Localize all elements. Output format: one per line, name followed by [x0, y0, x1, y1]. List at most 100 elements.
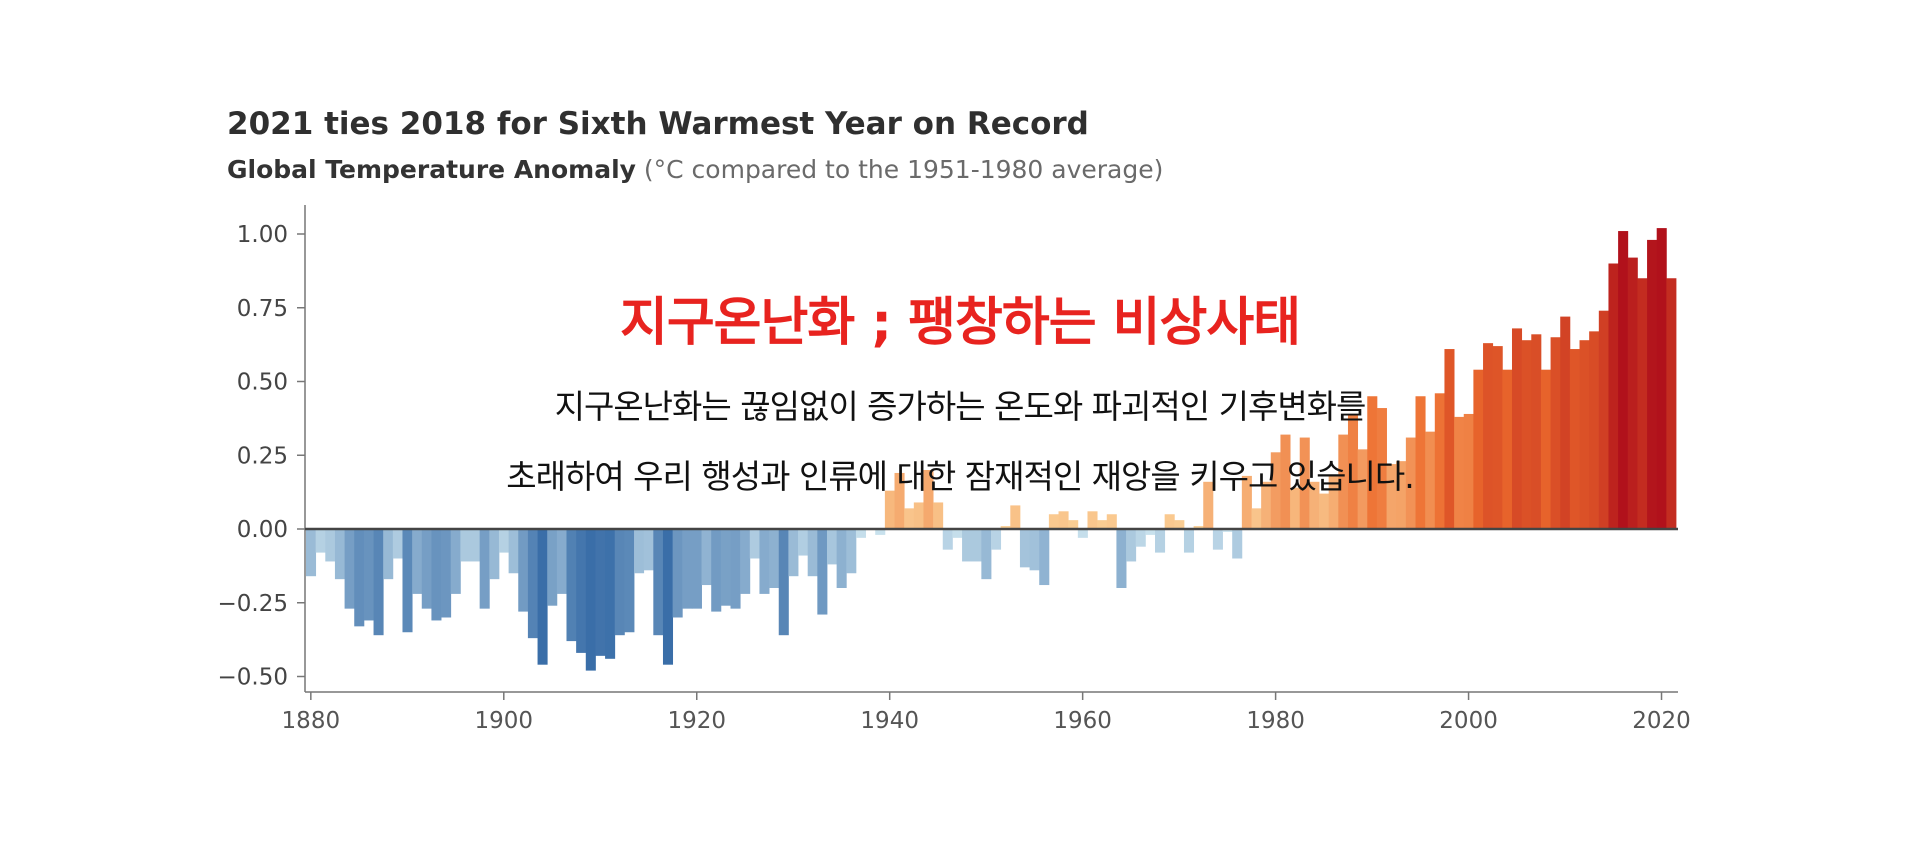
bar-1904 — [537, 529, 548, 665]
bar-1903 — [527, 529, 538, 639]
bar-1881 — [315, 529, 326, 553]
bar-1973 — [1203, 481, 1214, 529]
bar-1959 — [1068, 520, 1079, 529]
bar-1989 — [1357, 449, 1368, 529]
bar-1901 — [508, 529, 519, 574]
bar-1993 — [1396, 461, 1407, 529]
bar-2008 — [1540, 369, 1551, 529]
overlay-heading: 지구온난화 ; 팽창하는 비상사태 — [619, 293, 1301, 353]
bars-layer — [306, 228, 1677, 671]
bar-2003 — [1492, 346, 1503, 529]
bar-1942 — [904, 508, 915, 529]
bar-1991 — [1376, 408, 1387, 529]
bar-1886 — [363, 529, 374, 621]
bar-1908 — [576, 529, 587, 653]
bar-2011 — [1569, 349, 1580, 529]
bar-1951 — [991, 529, 1002, 550]
bar-1929 — [778, 529, 789, 636]
overlay-body-line-2: 초래하여 우리 행성과 인류에 대한 잠재적인 재앙을 키우고 있습니다. — [506, 457, 1415, 496]
bar-1916 — [653, 529, 664, 636]
bar-1912 — [614, 529, 625, 636]
x-tick-label: 2020 — [1632, 708, 1691, 734]
x-tick-label: 1940 — [860, 708, 919, 734]
bar-1977 — [1241, 475, 1252, 529]
bar-1983 — [1299, 437, 1310, 529]
y-tick-label: 1.00 — [237, 222, 288, 248]
bar-1894 — [441, 529, 452, 618]
bar-1919 — [682, 529, 693, 609]
bar-1944 — [923, 470, 934, 529]
bar-2012 — [1579, 340, 1590, 529]
bar-1994 — [1405, 437, 1416, 529]
bar-2019 — [1647, 239, 1658, 529]
bar-2016 — [1618, 231, 1629, 530]
bar-1910 — [595, 529, 606, 656]
bar-1889 — [392, 529, 403, 559]
bar-1898 — [479, 529, 490, 609]
bar-1980 — [1270, 452, 1281, 529]
bar-1932 — [807, 529, 818, 577]
bar-1968 — [1155, 529, 1166, 553]
bar-1955 — [1029, 529, 1040, 571]
bar-1996 — [1425, 431, 1436, 529]
bar-1920 — [691, 529, 702, 609]
bar-1887 — [373, 529, 384, 636]
bar-2005 — [1511, 328, 1523, 529]
bar-2007 — [1531, 334, 1542, 529]
bar-1927 — [759, 529, 770, 594]
bar-1972 — [1193, 526, 1204, 529]
x-tick-label: 2000 — [1439, 708, 1498, 734]
bar-1934 — [826, 529, 838, 565]
bar-1895 — [450, 529, 461, 594]
bar-1965 — [1126, 529, 1137, 562]
bar-1949 — [971, 529, 982, 562]
bar-1914 — [634, 529, 645, 574]
y-tick-label: 0.25 — [237, 443, 288, 469]
bar-1978 — [1251, 508, 1262, 529]
bar-1961 — [1087, 511, 1098, 529]
bar-1947 — [952, 529, 963, 538]
bar-1992 — [1386, 464, 1397, 529]
bar-1880 — [306, 529, 317, 577]
bar-1896 — [460, 529, 471, 562]
bar-1966 — [1135, 529, 1146, 547]
bar-1905 — [547, 529, 558, 606]
bar-1885 — [354, 529, 365, 627]
bar-1936 — [846, 529, 857, 574]
bar-1976 — [1232, 529, 1243, 559]
bar-1971 — [1183, 529, 1195, 553]
bar-1999 — [1454, 416, 1465, 529]
bar-2004 — [1502, 369, 1513, 529]
bar-1915 — [643, 529, 654, 571]
bar-1940 — [884, 490, 895, 529]
bar-1954 — [1019, 529, 1030, 568]
x-tick-label: 1980 — [1246, 708, 1305, 734]
bar-1950 — [981, 529, 992, 580]
bar-1890 — [402, 529, 413, 633]
bar-1899 — [489, 529, 500, 580]
y-tick-label: −0.50 — [218, 665, 288, 691]
bar-1946 — [942, 529, 953, 550]
bar-2020 — [1656, 228, 1667, 529]
bar-1956 — [1039, 529, 1050, 586]
bar-1913 — [624, 529, 635, 633]
bar-1906 — [556, 529, 567, 594]
bar-1933 — [817, 529, 828, 615]
bar-2013 — [1589, 331, 1600, 529]
bar-1902 — [518, 529, 529, 612]
bar-2021 — [1666, 278, 1677, 529]
bar-1967 — [1145, 529, 1156, 535]
bar-1997 — [1434, 393, 1445, 529]
bar-2009 — [1550, 337, 1561, 529]
chart-subtitle-units: (°C compared to the 1951-1980 average) — [643, 155, 1164, 184]
chart-title: 2021 ties 2018 for Sixth Warmest Year on… — [227, 106, 1089, 142]
y-tick-label: −0.25 — [218, 591, 288, 617]
bar-1960 — [1077, 529, 1088, 538]
bar-1892 — [421, 529, 432, 609]
bar-1918 — [672, 529, 683, 618]
bar-1985 — [1319, 493, 1330, 529]
bar-1970 — [1174, 520, 1185, 529]
bar-1935 — [836, 529, 847, 588]
bar-1987 — [1338, 434, 1349, 529]
bar-2000 — [1463, 413, 1474, 529]
